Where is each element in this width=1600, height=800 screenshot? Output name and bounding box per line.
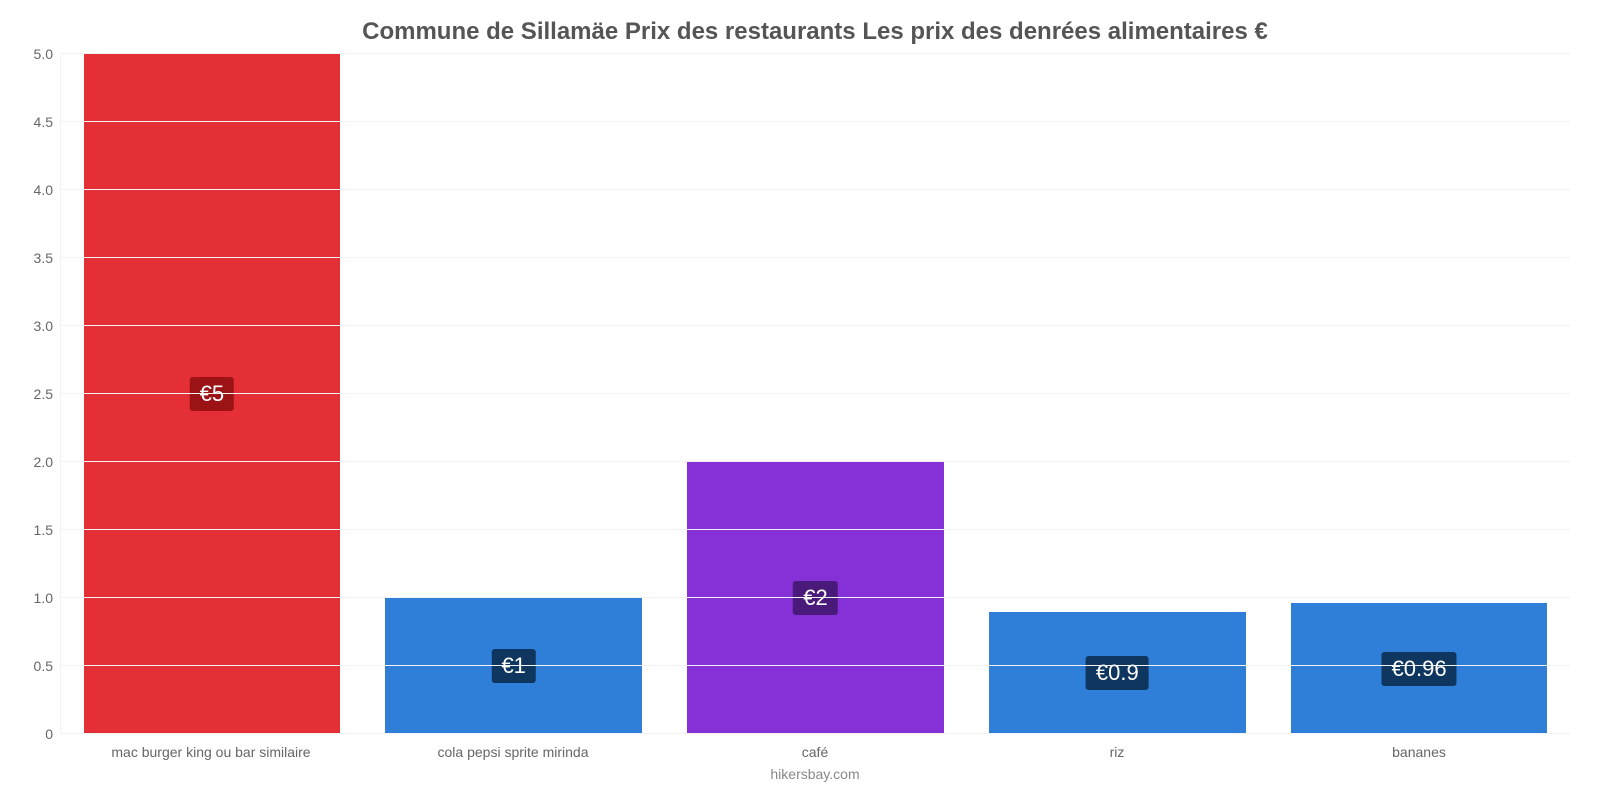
x-tick-label: café	[664, 734, 966, 760]
grid-line	[61, 665, 1570, 666]
grid-line	[61, 257, 1570, 258]
y-tick-label: 5.0	[34, 46, 53, 62]
y-tick-label: 1.5	[34, 522, 53, 538]
y-tick-label: 4.0	[34, 182, 53, 198]
credit-text: hikersbay.com	[60, 760, 1570, 782]
grid-line	[61, 325, 1570, 326]
bars-row: €5 €1 €2 €0.9 €0.96	[61, 54, 1570, 734]
plot-area: €5€1€2€0.9€0.96 00.51.01.52.02.53.03.54.…	[60, 54, 1570, 734]
bar: €2	[687, 462, 944, 734]
x-tick-label: bananes	[1268, 734, 1570, 760]
bar: €0.9	[989, 612, 1246, 734]
grid-line	[61, 461, 1570, 462]
bar-value-label: €0.96	[1382, 652, 1457, 686]
x-tick-label: mac burger king ou bar similaire	[60, 734, 362, 760]
grid-line	[61, 529, 1570, 530]
y-tick-label: 0.5	[34, 658, 53, 674]
bar-slot: €1	[363, 54, 665, 734]
x-tick-label: riz	[966, 734, 1268, 760]
y-tick-label: 2.5	[34, 386, 53, 402]
x-axis: mac burger king ou bar similairecola pep…	[60, 734, 1570, 760]
grid-line	[61, 121, 1570, 122]
bar: €0.96	[1291, 603, 1548, 734]
grid-line	[61, 597, 1570, 598]
bar-value-label: €5	[190, 377, 234, 411]
bar: €5	[84, 54, 341, 734]
x-tick-label: cola pepsi sprite mirinda	[362, 734, 664, 760]
bar-slot: €0.96	[1268, 54, 1570, 734]
y-tick-label: 3.0	[34, 318, 53, 334]
bar-slot: €5	[61, 54, 363, 734]
y-tick-label: 2.0	[34, 454, 53, 470]
grid-line	[61, 393, 1570, 394]
bar: €1	[385, 598, 642, 734]
bar-value-label: €0.9	[1086, 656, 1149, 690]
y-tick-label: 4.5	[34, 114, 53, 130]
chart-title: Commune de Sillamäe Prix des restaurants…	[60, 10, 1570, 54]
grid-line	[61, 53, 1570, 54]
bar-slot: €2	[665, 54, 967, 734]
y-tick-label: 0	[45, 726, 53, 742]
y-tick-label: 3.5	[34, 250, 53, 266]
bar-value-label: €2	[793, 581, 837, 615]
grid-line	[61, 189, 1570, 190]
bar-value-label: €1	[491, 649, 535, 683]
y-tick-label: 1.0	[34, 590, 53, 606]
bar-slot: €0.9	[966, 54, 1268, 734]
price-bar-chart: Commune de Sillamäe Prix des restaurants…	[0, 0, 1600, 800]
